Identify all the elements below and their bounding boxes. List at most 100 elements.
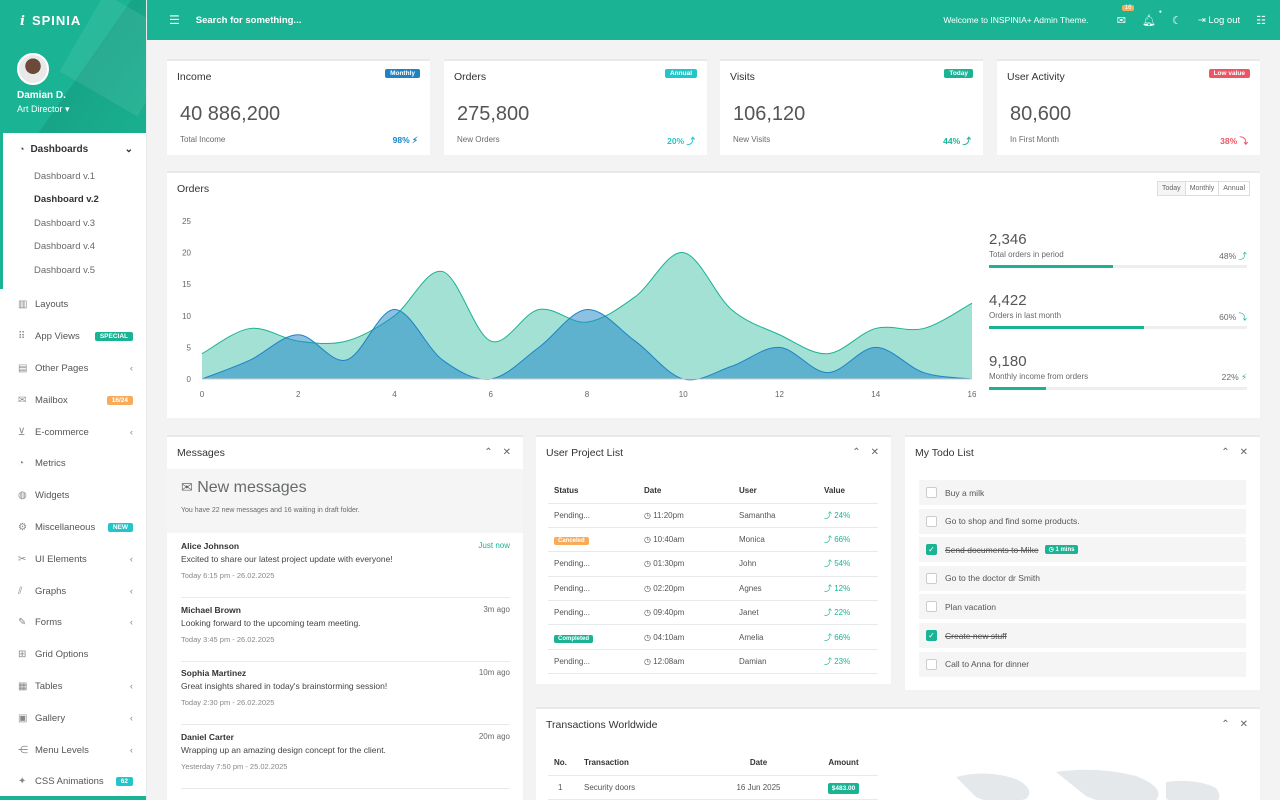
mail-icon[interactable]: ✉ 16: [1117, 4, 1135, 27]
chevron-left-icon: ‹: [129, 617, 133, 629]
column-header[interactable]: Date: [638, 479, 733, 504]
order-stat-percent: 22% ⚡︎: [1222, 372, 1247, 383]
sidebar-item[interactable]: ⠿ App Views SPECIAL: [0, 321, 146, 353]
brand-name: SPINIA: [31, 13, 82, 28]
menu-toggle-icon[interactable]: ☰: [169, 13, 180, 27]
column-header[interactable]: Status: [548, 479, 638, 504]
stat-value: 106,120: [733, 103, 806, 125]
gear-icon: ⚙: [18, 521, 27, 533]
table-row[interactable]: Pending... ◷ 09:40pm Janet ⤴ 22%: [548, 600, 878, 626]
layouts-icon: ▥: [18, 299, 28, 311]
message-item[interactable]: Michael Brown 3m ago Looking forward to th…: [181, 599, 510, 662]
message-time: 20m ago: [478, 731, 510, 741]
table-row[interactable]: Canceled ◷ 10:40am Monica ⤴ 66%: [548, 527, 878, 553]
todo-checkbox[interactable]: ✓: [926, 630, 937, 641]
stat-title: Income: [177, 71, 212, 83]
avatar[interactable]: [17, 53, 49, 85]
user-cell: John: [733, 551, 818, 577]
table-row[interactable]: Pending... ◷ 12:08am Damian ⤴ 23%: [548, 649, 878, 675]
brand-logo[interactable]: i SPINIA: [20, 13, 81, 29]
range-today-button[interactable]: Today: [1158, 182, 1186, 195]
sidebar-item[interactable]: ◍ Widgets: [0, 480, 146, 512]
sidebar-item[interactable]: ◔ Metrics: [0, 448, 146, 480]
todo-item[interactable]: Call to Anna for dinner: [919, 651, 1246, 677]
sidebar-subitem[interactable]: Dashboard v.5: [34, 264, 96, 276]
sidebar-subitem[interactable]: Dashboard v.4: [34, 241, 96, 253]
moon-icon[interactable]: ☾: [1171, 14, 1182, 27]
table-row[interactable]: 1 Security doors 16 Jun 2025 $483.00: [548, 775, 878, 800]
todo-text: Go to shop and find some products.: [945, 516, 1080, 527]
column-header[interactable]: Date: [708, 751, 803, 776]
sidebar-item[interactable]: ✉ Mailbox 16/24: [0, 384, 146, 416]
todo-checkbox[interactable]: [926, 601, 937, 613]
sidebar-subitem[interactable]: Dashboard v.2: [34, 194, 99, 206]
column-header[interactable]: User: [733, 479, 818, 504]
message-item[interactable]: Daniel Carter 20m ago Wrapping up an amazi…: [181, 726, 510, 789]
todo-item[interactable]: Buy a milk: [919, 480, 1246, 505]
sidebar-item[interactable]: ⊞ Grid Options: [0, 639, 146, 671]
todo-item[interactable]: ✓ Send documents to Mike ◷ 1 mins: [919, 537, 1246, 563]
sidebar-item[interactable]: ⫽ Graphs ‹: [0, 575, 146, 607]
todo-checkbox[interactable]: ✓: [926, 544, 937, 556]
messages-header: ✉ New messages You have 22 new messages …: [167, 469, 523, 533]
user-name: Damian D.: [17, 90, 66, 101]
range-annual-button[interactable]: Annual: [1223, 185, 1245, 192]
stat-value: 275,800: [457, 103, 530, 125]
sidebar-item[interactable]: ▦ Tables ‹: [0, 671, 146, 703]
column-header[interactable]: Value: [818, 479, 878, 504]
sidebar-subitem[interactable]: Dashboard v.3: [34, 217, 96, 229]
table-row[interactable]: Completed ◷ 04:10am Amelia ⤴ 66%: [548, 624, 878, 650]
user-role: Art Director: [17, 104, 63, 114]
user-role-dropdown[interactable]: Art Director ▾: [17, 104, 70, 115]
close-icon[interactable]: ✕: [1239, 719, 1248, 730]
range-monthly-button[interactable]: Monthly: [1186, 182, 1220, 195]
close-icon[interactable]: ✕: [1239, 447, 1248, 458]
nav-badge: NEW: [107, 522, 133, 532]
todo-checkbox[interactable]: [926, 515, 937, 527]
amount-badge: $483.00: [827, 782, 860, 794]
table-row[interactable]: Pending... ◷ 11:20pm Samantha ⤴ 24%: [548, 503, 878, 528]
todo-checkbox[interactable]: [926, 487, 937, 498]
collapse-icon[interactable]: ⌃: [1221, 447, 1230, 458]
stat-card: Orders Annual 275,800 New Orders 20% ⤴: [444, 59, 707, 155]
column-header[interactable]: No.: [548, 751, 578, 776]
tools-icon: ✂: [18, 553, 27, 565]
bell-icon[interactable]: 🔔︎ ●: [1141, 8, 1162, 27]
sidebar-item-label: Grid Options: [35, 649, 89, 661]
y-tick-label: 25: [182, 217, 191, 226]
collapse-icon[interactable]: ⌃: [484, 447, 493, 458]
sidebar-item[interactable]: ⚙ Miscellaneous NEW: [0, 512, 146, 544]
todo-item[interactable]: ✓ Create new stuff: [919, 623, 1246, 648]
sidebar-item[interactable]: ▤ Other Pages ‹: [0, 353, 146, 385]
todo-item[interactable]: Go to the doctor dr Smith: [919, 565, 1246, 591]
sidebar-item[interactable]: ✂ UI Elements ‹: [0, 543, 146, 575]
collapse-icon[interactable]: ⌃: [852, 447, 861, 458]
y-tick-label: 0: [187, 375, 192, 384]
sidebar-item[interactable]: ⋲ Menu Levels ‹: [0, 734, 146, 766]
message-item[interactable]: Alice Johnson Just now Excited to share ou…: [181, 535, 510, 598]
table-row[interactable]: Pending... ◷ 01:30pm John ⤴ 54%: [548, 551, 878, 577]
logout-button[interactable]: ⇥ Log out: [1198, 15, 1240, 26]
message-item[interactable]: Sophia Martinez 10m ago Great insights sha…: [181, 662, 510, 725]
sidebar-subitem[interactable]: Dashboard v.1: [34, 171, 96, 182]
todo-checkbox[interactable]: [926, 658, 937, 670]
close-icon[interactable]: ✕: [502, 447, 511, 458]
todo-item[interactable]: Plan vacation: [919, 594, 1246, 620]
tasks-icon[interactable]: ☷: [1256, 14, 1266, 27]
sidebar-item[interactable]: ▥ Layouts: [0, 289, 146, 321]
x-tick-label: 10: [679, 390, 688, 399]
sidebar-item[interactable]: ▣ Gallery ‹: [0, 702, 146, 734]
column-header[interactable]: Transaction: [578, 751, 708, 776]
nav-item-dashboards[interactable]: ◔ Dashboards ⌄: [3, 133, 146, 165]
sidebar-item[interactable]: ✎ Forms ‹: [0, 607, 146, 639]
column-header[interactable]: Amount: [803, 751, 878, 776]
todo-checkbox[interactable]: [926, 572, 937, 584]
sidebar-item[interactable]: ⊻ E-commerce ‹: [0, 416, 146, 448]
close-icon[interactable]: ✕: [870, 447, 879, 458]
table-row[interactable]: Pending... ◷ 02:20pm Agnes ⤴ 12%: [548, 576, 878, 602]
sidebar-item[interactable]: ✦ CSS Animations 62: [0, 766, 146, 798]
todo-item[interactable]: Go to shop and find some products.: [919, 508, 1246, 534]
collapse-icon[interactable]: ⌃: [1221, 719, 1230, 730]
date-cell: ◷ 10:40am: [638, 527, 733, 553]
search-input[interactable]: Search for something...: [195, 14, 302, 26]
